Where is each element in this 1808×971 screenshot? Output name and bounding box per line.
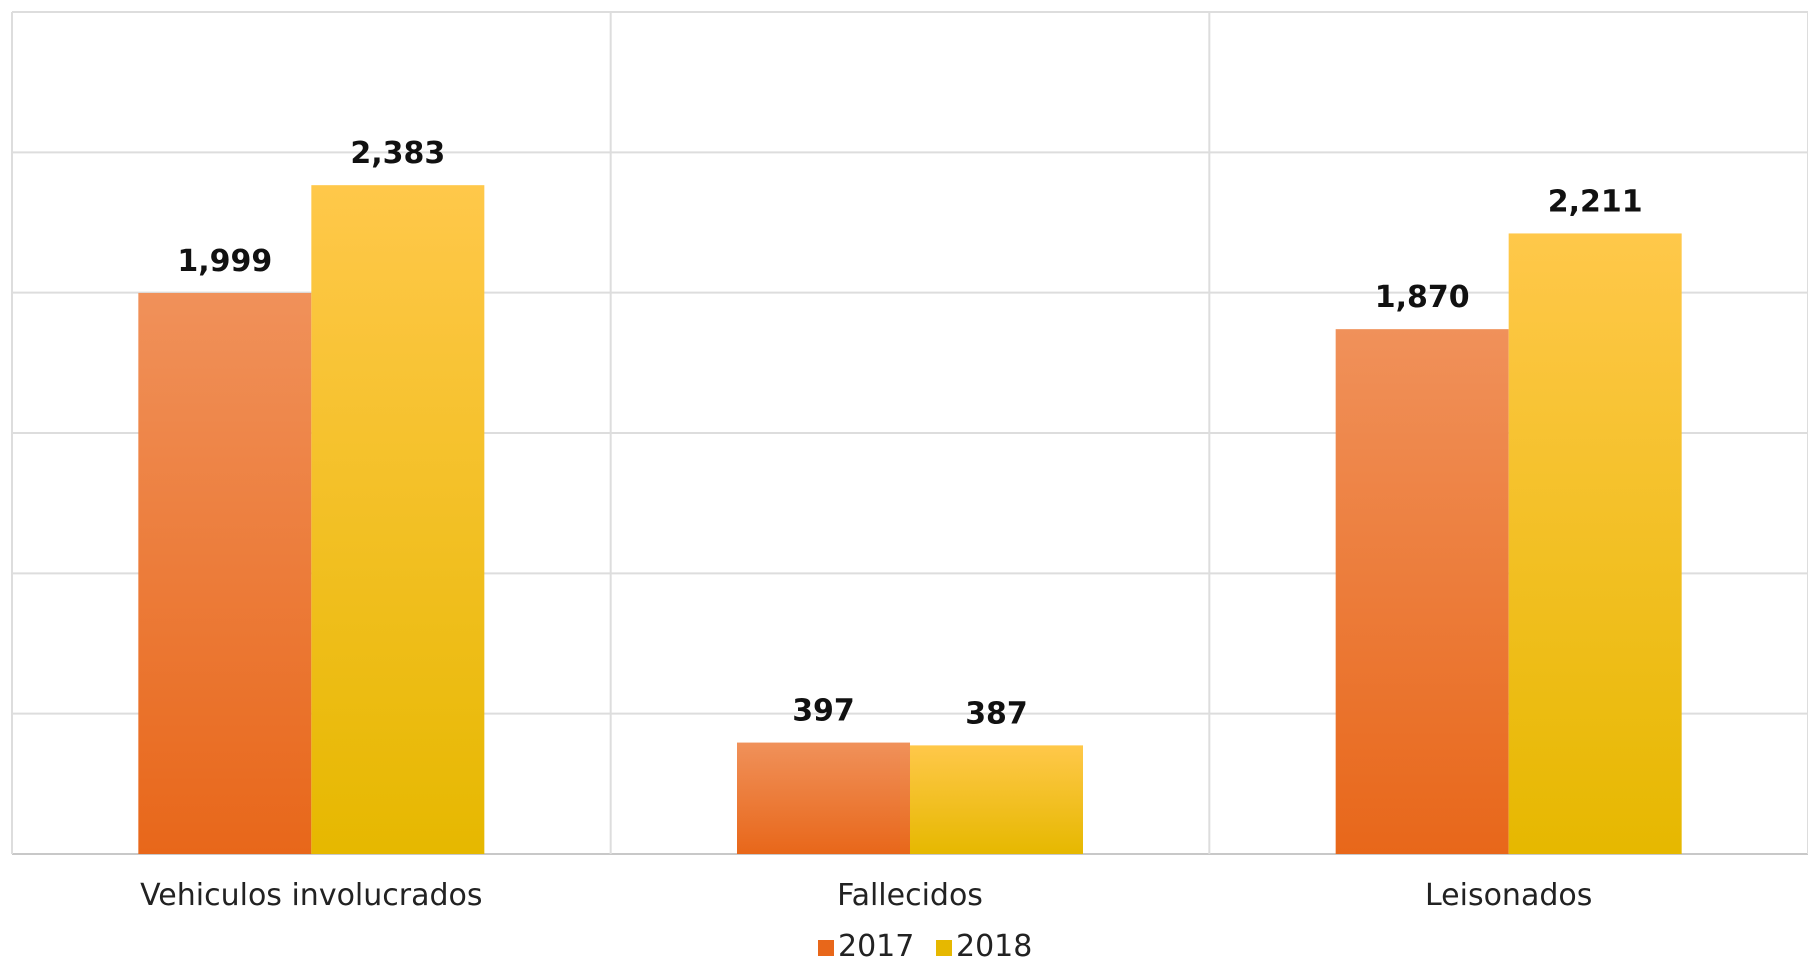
category-labels-group: Vehiculos involucrados Fallecidos Leisonad… bbox=[140, 878, 1592, 913]
data-label-2018-1: 387 bbox=[965, 696, 1028, 731]
data-label-2018-2: 2,211 bbox=[1548, 184, 1643, 219]
legend-swatch-2017 bbox=[818, 940, 834, 956]
legend-label-2018: 2018 bbox=[956, 929, 1032, 964]
legend-swatch-2018 bbox=[936, 940, 952, 956]
data-label-2017-0: 1,999 bbox=[177, 244, 272, 279]
bar-2017-2 bbox=[1335, 329, 1509, 854]
bars-group bbox=[138, 185, 1682, 855]
data-label-2017-1: 397 bbox=[792, 694, 855, 729]
data-label-2017-2: 1,870 bbox=[1375, 280, 1470, 315]
bar-2017-0 bbox=[138, 292, 312, 854]
legend-label-2017: 2017 bbox=[838, 929, 914, 964]
category-label-0: Vehiculos involucrados bbox=[140, 878, 482, 913]
bar-2018-1 bbox=[910, 745, 1083, 854]
category-label-2: Leisonados bbox=[1425, 878, 1592, 913]
data-label-2018-0: 2,383 bbox=[350, 136, 445, 171]
bar-2018-2 bbox=[1508, 233, 1682, 855]
legend: 2017 2018 bbox=[818, 929, 1032, 964]
data-labels-group: 1,999 2,383 397 387 1,870 2,211 bbox=[177, 136, 1642, 731]
category-label-1: Fallecidos bbox=[837, 878, 983, 913]
bar-2017-1 bbox=[737, 742, 910, 854]
bar-2018-0 bbox=[311, 185, 485, 854]
